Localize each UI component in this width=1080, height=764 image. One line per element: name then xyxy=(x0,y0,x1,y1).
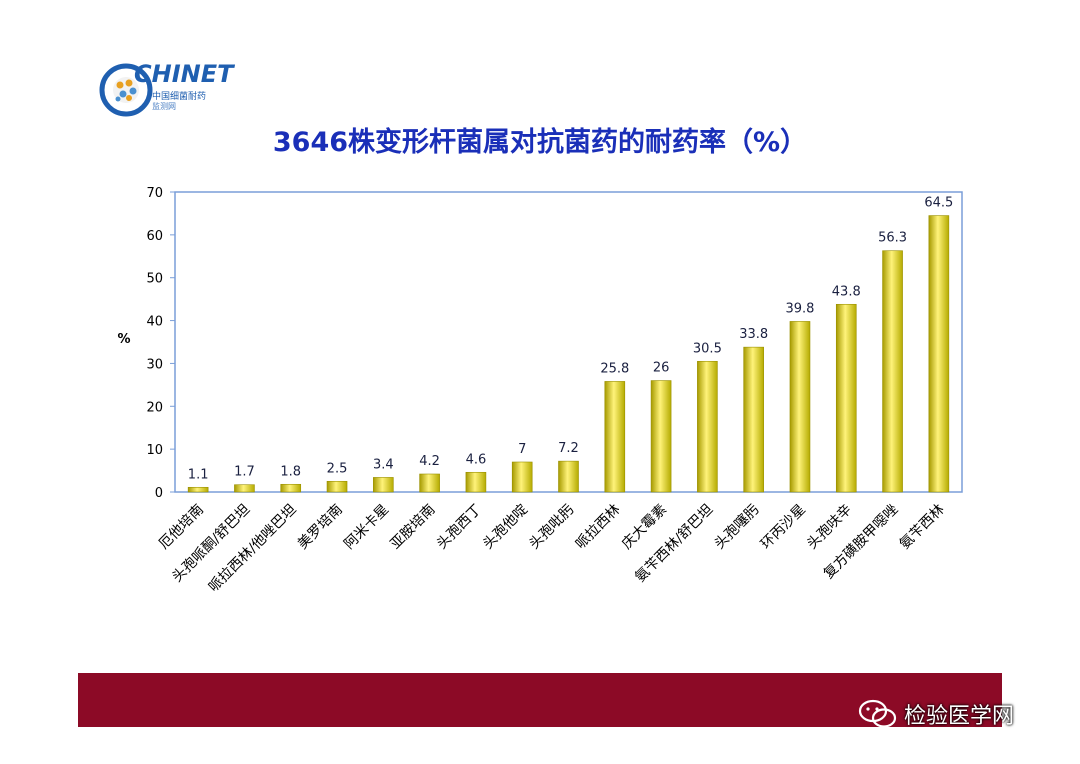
data-labels: 1.1 1.7 1.8 2.5 3.4 4.2 4.6 7 7.2 25.8 26 30.5 33.8 3… xyxy=(188,196,954,483)
x-tick-label: 头孢噻肟 xyxy=(711,501,763,553)
x-tick-label: 氨苄西林 xyxy=(897,502,948,553)
data-label: 26 xyxy=(653,361,670,376)
data-label: 39.8 xyxy=(785,301,814,316)
data-label: 7.2 xyxy=(558,441,579,456)
data-label: 43.8 xyxy=(832,284,861,299)
bar xyxy=(326,480,348,493)
bar xyxy=(558,460,579,493)
data-label: 4.2 xyxy=(419,454,440,469)
bar xyxy=(928,215,950,493)
y-tick-label: 60 xyxy=(146,229,163,244)
bar xyxy=(373,477,394,493)
data-label: 56.3 xyxy=(878,231,907,246)
data-label: 30.5 xyxy=(693,341,722,356)
logo-globe-icon xyxy=(99,63,153,117)
x-tick-label: 亚胺培南 xyxy=(388,502,439,553)
bar xyxy=(465,471,487,493)
data-label: 3.4 xyxy=(373,457,394,472)
bar xyxy=(187,486,209,493)
bar xyxy=(789,321,811,493)
data-label: 25.8 xyxy=(600,361,629,376)
bar-chart: 0 10 20 30 40 50 60 70 % 1.1 1.7 1.8 2.5 3.4 4.2 4.6 7… xyxy=(117,186,963,596)
x-tick-label: 哌拉西林/他唑巴坦 xyxy=(205,501,300,596)
data-label: 1.7 xyxy=(234,465,255,480)
y-tick-label: 10 xyxy=(146,443,163,458)
bar xyxy=(697,360,718,493)
y-tick-label: 0 xyxy=(155,486,163,501)
y-tick-label: 30 xyxy=(146,357,163,372)
bar xyxy=(835,303,857,493)
watermark-text: 检验医学网 xyxy=(904,704,1015,729)
bar xyxy=(743,346,764,493)
data-label: 33.8 xyxy=(739,327,768,342)
x-tick-label: 头孢他啶 xyxy=(480,502,531,553)
bar xyxy=(280,483,302,493)
bar xyxy=(604,381,626,493)
x-tick-label: 头孢西丁 xyxy=(434,502,485,553)
bar xyxy=(882,250,903,493)
y-tick-label: 50 xyxy=(146,272,163,287)
bar xyxy=(650,380,672,493)
data-label: 2.5 xyxy=(327,461,348,476)
data-label: 7 xyxy=(518,442,526,457)
y-tick-label: 40 xyxy=(146,315,163,330)
x-tick-label: 美罗培南 xyxy=(295,502,346,553)
bar xyxy=(511,461,533,493)
bar xyxy=(419,473,440,493)
footer-bar xyxy=(78,673,1002,727)
x-tick-label: 阿米卡星 xyxy=(341,502,392,553)
watermark: 检验医学网 xyxy=(858,697,1014,731)
x-tick-label: 头孢哌酮/舒巴坦 xyxy=(169,501,254,586)
data-label: 1.8 xyxy=(280,464,301,479)
data-label: 64.5 xyxy=(924,196,953,211)
y-axis: 0 10 20 30 40 50 60 70 xyxy=(146,186,175,501)
x-axis-labels: 厄他培南头孢哌酮/舒巴坦哌拉西林/他唑巴坦美罗培南阿米卡星亚胺培南头孢西丁头孢他… xyxy=(156,501,948,596)
x-tick-label: 哌拉西林 xyxy=(572,501,624,553)
page-title: 3646株变形杆菌属对抗菌药的耐药率（%） xyxy=(272,127,808,158)
chinet-logo: CHINET 中国细菌耐药 监测网 xyxy=(96,58,236,120)
x-tick-label: 环丙沙星 xyxy=(758,502,809,553)
data-label: 4.6 xyxy=(466,452,487,467)
y-tick-label: 20 xyxy=(146,400,163,415)
logo-subtitle: 中国细菌耐药 xyxy=(152,92,207,102)
x-tick-label: 头孢吡肟 xyxy=(526,502,577,553)
y-tick-label: 70 xyxy=(146,186,163,201)
y-axis-label: % xyxy=(117,332,130,347)
bar xyxy=(234,484,255,493)
data-label: 1.1 xyxy=(188,467,209,482)
logo-text: CHINET xyxy=(134,60,234,88)
logo-subtitle-2: 监测网 xyxy=(152,102,176,111)
wechat-icon xyxy=(858,699,897,728)
bar-series xyxy=(187,215,950,493)
